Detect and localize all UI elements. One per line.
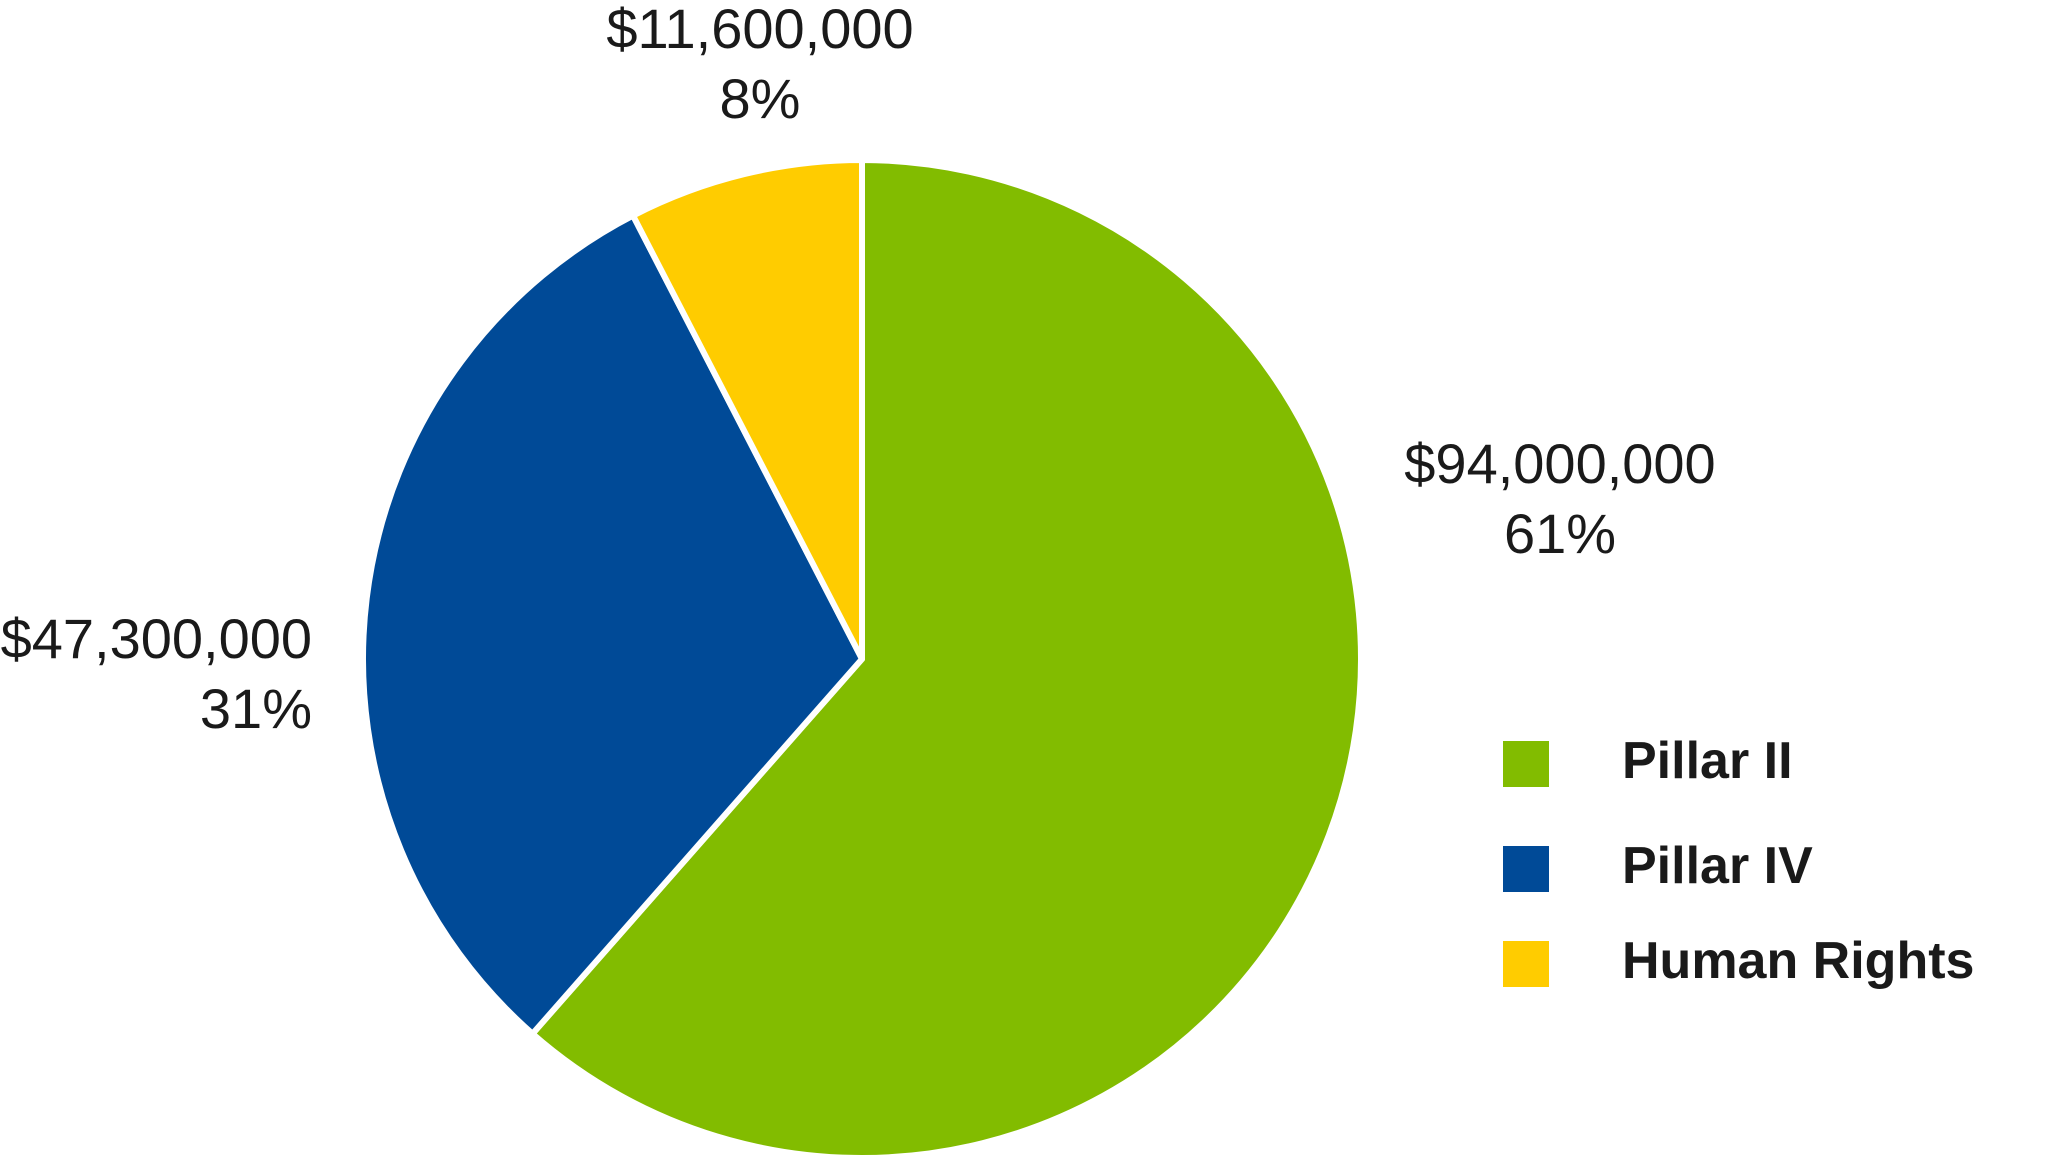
legend-swatch-pillar-iv: [1503, 846, 1549, 892]
legend-label-human-rights: Human Rights: [1622, 932, 1974, 990]
legend-label-pillar-ii: Pillar II: [1622, 732, 1793, 790]
pillar-iv-percent-label: 31%: [200, 677, 312, 740]
legend: Pillar II Pillar IV Human Rights: [1503, 732, 1974, 990]
pillar-ii-amount-label: $94,000,000: [1404, 432, 1715, 495]
pie-slices: [360, 157, 1364, 1160]
pie-slice-human-rights: [630, 157, 865, 662]
slice-labels: $11,600,000 8% $94,000,000 61% $47,300,0…: [1, 0, 1716, 740]
legend-swatch-pillar-ii: [1503, 741, 1549, 787]
pillar-ii-percent-label: 61%: [1504, 502, 1616, 565]
legend-swatch-human-rights: [1503, 941, 1549, 987]
legend-label-pillar-iv: Pillar IV: [1622, 837, 1813, 895]
human-rights-percent-label: 8%: [720, 67, 801, 130]
human-rights-amount-label: $11,600,000: [606, 0, 913, 60]
pie-slice-pillar-ii: [529, 157, 1364, 1160]
pillar-iv-amount-label: $47,300,000: [1, 607, 312, 670]
